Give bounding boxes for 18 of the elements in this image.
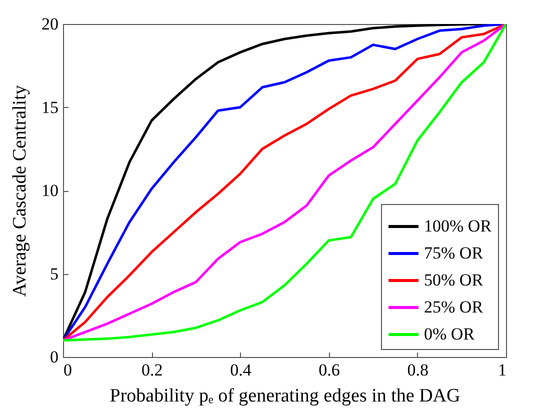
x-tick-label: 0.6 [318, 360, 340, 380]
x-tick-label: 0.4 [230, 360, 252, 380]
x-tick-label: 0 [64, 360, 72, 380]
legend-label: 0% OR [424, 324, 476, 344]
x-axis-title: Probability pₑ of generating edges in the DAG [110, 386, 461, 406]
legend-label: 75% OR [424, 244, 484, 262]
y-tick-label: 20 [42, 14, 58, 34]
x-tick-label: 1 [498, 360, 506, 380]
x-tick-label: 0.2 [141, 360, 163, 380]
y-tick-label: 0 [50, 348, 58, 366]
y-tick-label: 5 [50, 264, 58, 284]
y-tick-label: 15 [42, 98, 58, 117]
y-tick-label: 10 [42, 181, 58, 200]
legend-label: 100% OR [424, 216, 492, 236]
x-tick-label: 0.8 [407, 360, 429, 380]
legend-label: 50% OR [424, 270, 484, 290]
y-axis-title: Average Cascade Centrality [10, 84, 30, 297]
legend-label: 25% OR [424, 298, 484, 316]
